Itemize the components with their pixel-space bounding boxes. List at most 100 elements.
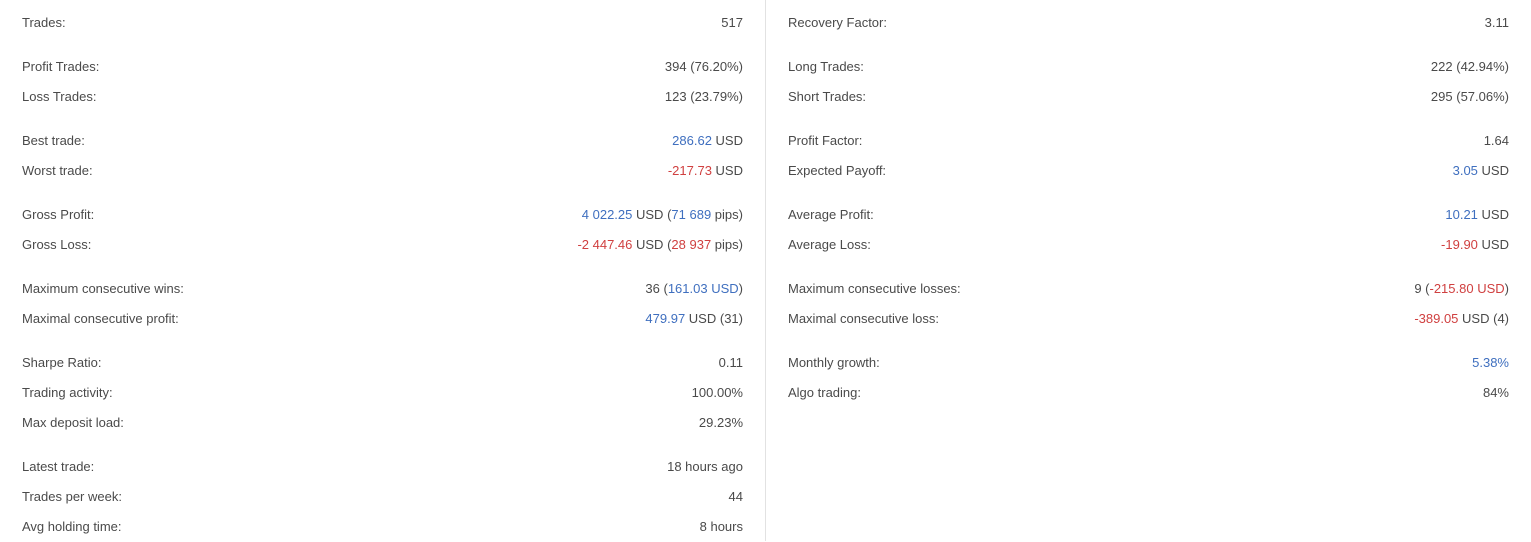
group-consec-losses: Maximum consecutive losses: 9 (-215.80 U… <box>788 274 1509 334</box>
row-expected-payoff: Expected Payoff: 3.05 USD <box>788 156 1509 186</box>
group-best-worst: Best trade: 286.62 USD Worst trade: -217… <box>22 126 743 186</box>
row-max-consec-losses: Maximum consecutive losses: 9 (-215.80 U… <box>788 274 1509 304</box>
average-profit-amount: 10.21 <box>1445 207 1478 222</box>
label-average-profit: Average Profit: <box>788 200 874 230</box>
group-ratios: Sharpe Ratio: 0.11 Trading activity: 100… <box>22 348 743 438</box>
loss-trades-pct: (23.79%) <box>690 89 743 104</box>
value-loss-trades: 123 (23.79%) <box>665 82 743 112</box>
row-gross-profit: Gross Profit: 4 022.25 USD (71 689 pips) <box>22 200 743 230</box>
value-latest-trade: 18 hours ago <box>667 452 743 482</box>
label-recovery-factor: Recovery Factor: <box>788 8 887 38</box>
row-average-profit: Average Profit: 10.21 USD <box>788 200 1509 230</box>
row-max-consec-profit: Maximal consecutive profit: 479.97 USD (… <box>22 304 743 334</box>
short-trades-pct: (57.06%) <box>1456 89 1509 104</box>
best-trade-amount: 286.62 <box>672 133 712 148</box>
group-factors: Profit Factor: 1.64 Expected Payoff: 3.0… <box>788 126 1509 186</box>
row-trading-activity: Trading activity: 100.00% <box>22 378 743 408</box>
label-worst-trade: Worst trade: <box>22 156 93 186</box>
value-recovery-factor: 3.11 <box>1485 8 1509 38</box>
label-max-consec-losses: Maximum consecutive losses: <box>788 274 961 304</box>
gross-profit-pips: 71 689 <box>671 207 711 222</box>
group-gross: Gross Profit: 4 022.25 USD (71 689 pips)… <box>22 200 743 260</box>
label-avg-holding: Avg holding time: <box>22 512 122 542</box>
row-gross-loss: Gross Loss: -2 447.46 USD (28 937 pips) <box>22 230 743 260</box>
row-max-deposit-load: Max deposit load: 29.23% <box>22 408 743 438</box>
value-max-consec-profit: 479.97 USD (31) <box>645 304 743 334</box>
profit-trades-pct: (76.20%) <box>690 59 743 74</box>
value-average-profit: 10.21 USD <box>1445 200 1509 230</box>
value-long-trades: 222 (42.94%) <box>1431 52 1509 82</box>
group-recovery: Recovery Factor: 3.11 <box>788 8 1509 38</box>
row-short-trades: Short Trades: 295 (57.06%) <box>788 82 1509 112</box>
row-recovery-factor: Recovery Factor: 3.11 <box>788 8 1509 38</box>
value-gross-profit: 4 022.25 USD (71 689 pips) <box>582 200 743 230</box>
value-monthly-growth: 5.38% <box>1472 348 1509 378</box>
value-trades: 517 <box>721 8 743 38</box>
row-best-trade: Best trade: 286.62 USD <box>22 126 743 156</box>
average-profit-currency: USD <box>1482 207 1509 222</box>
max-consec-loss-currency: USD <box>1462 311 1489 326</box>
label-latest-trade: Latest trade: <box>22 452 94 482</box>
group-direction: Long Trades: 222 (42.94%) Short Trades: … <box>788 52 1509 112</box>
max-consec-loss-trades: (4) <box>1493 311 1509 326</box>
max-consec-profit-amount: 479.97 <box>645 311 685 326</box>
value-best-trade: 286.62 USD <box>672 126 743 156</box>
label-max-consec-profit: Maximal consecutive profit: <box>22 304 179 334</box>
group-timing: Latest trade: 18 hours ago Trades per we… <box>22 452 743 542</box>
value-gross-loss: -2 447.46 USD (28 937 pips) <box>577 230 743 260</box>
row-max-consec-wins: Maximum consecutive wins: 36 (161.03 USD… <box>22 274 743 304</box>
gross-profit-currency: USD <box>636 207 663 222</box>
expected-payoff-amount: 3.05 <box>1453 163 1478 178</box>
max-consec-wins-count: 36 <box>645 281 659 296</box>
value-max-deposit-load: 29.23% <box>699 408 743 438</box>
profit-trades-count: 394 <box>665 59 687 74</box>
row-average-loss: Average Loss: -19.90 USD <box>788 230 1509 260</box>
label-gross-profit: Gross Profit: <box>22 200 94 230</box>
group-growth: Monthly growth: 5.38% Algo trading: 84% <box>788 348 1509 408</box>
label-trades-per-week: Trades per week: <box>22 482 122 512</box>
row-profit-factor: Profit Factor: 1.64 <box>788 126 1509 156</box>
label-best-trade: Best trade: <box>22 126 85 156</box>
row-avg-holding: Avg holding time: 8 hours <box>22 512 743 542</box>
label-gross-loss: Gross Loss: <box>22 230 91 260</box>
value-max-consec-wins: 36 (161.03 USD) <box>645 274 743 304</box>
label-sharpe: Sharpe Ratio: <box>22 348 102 378</box>
label-profit-factor: Profit Factor: <box>788 126 862 156</box>
row-sharpe: Sharpe Ratio: 0.11 <box>22 348 743 378</box>
row-profit-trades: Profit Trades: 394 (76.20%) <box>22 52 743 82</box>
long-trades-pct: (42.94%) <box>1456 59 1509 74</box>
value-algo-trading: 84% <box>1483 378 1509 408</box>
value-expected-payoff: 3.05 USD <box>1453 156 1509 186</box>
value-sharpe: 0.11 <box>719 348 743 378</box>
row-long-trades: Long Trades: 222 (42.94%) <box>788 52 1509 82</box>
average-loss-currency: USD <box>1482 237 1509 252</box>
label-max-deposit-load: Max deposit load: <box>22 408 124 438</box>
row-algo-trading: Algo trading: 84% <box>788 378 1509 408</box>
label-max-consec-wins: Maximum consecutive wins: <box>22 274 184 304</box>
gross-profit-pips-word: pips <box>715 207 739 222</box>
label-trading-activity: Trading activity: <box>22 378 113 408</box>
value-trades-per-week: 44 <box>729 482 743 512</box>
max-consec-losses-amount: -215.80 USD <box>1430 281 1505 296</box>
stats-panel: Trades: 517 Profit Trades: 394 (76.20%) … <box>0 0 1531 541</box>
value-average-loss: -19.90 USD <box>1441 230 1509 260</box>
value-trading-activity: 100.00% <box>692 378 743 408</box>
row-latest-trade: Latest trade: 18 hours ago <box>22 452 743 482</box>
label-average-loss: Average Loss: <box>788 230 871 260</box>
loss-trades-count: 123 <box>665 89 687 104</box>
group-trade-results: Profit Trades: 394 (76.20%) Loss Trades:… <box>22 52 743 112</box>
label-algo-trading: Algo trading: <box>788 378 861 408</box>
right-column: Recovery Factor: 3.11 Long Trades: 222 (… <box>766 0 1531 541</box>
gross-loss-pips: 28 937 <box>671 237 711 252</box>
label-max-consec-loss: Maximal consecutive loss: <box>788 304 939 334</box>
value-profit-trades: 394 (76.20%) <box>665 52 743 82</box>
worst-trade-currency: USD <box>716 163 743 178</box>
row-worst-trade: Worst trade: -217.73 USD <box>22 156 743 186</box>
worst-trade-amount: -217.73 <box>668 163 712 178</box>
group-consecutive: Maximum consecutive wins: 36 (161.03 USD… <box>22 274 743 334</box>
long-trades-count: 222 <box>1431 59 1453 74</box>
label-monthly-growth: Monthly growth: <box>788 348 880 378</box>
best-trade-currency: USD <box>716 133 743 148</box>
row-trades: Trades: 517 <box>22 8 743 38</box>
left-column: Trades: 517 Profit Trades: 394 (76.20%) … <box>0 0 766 541</box>
